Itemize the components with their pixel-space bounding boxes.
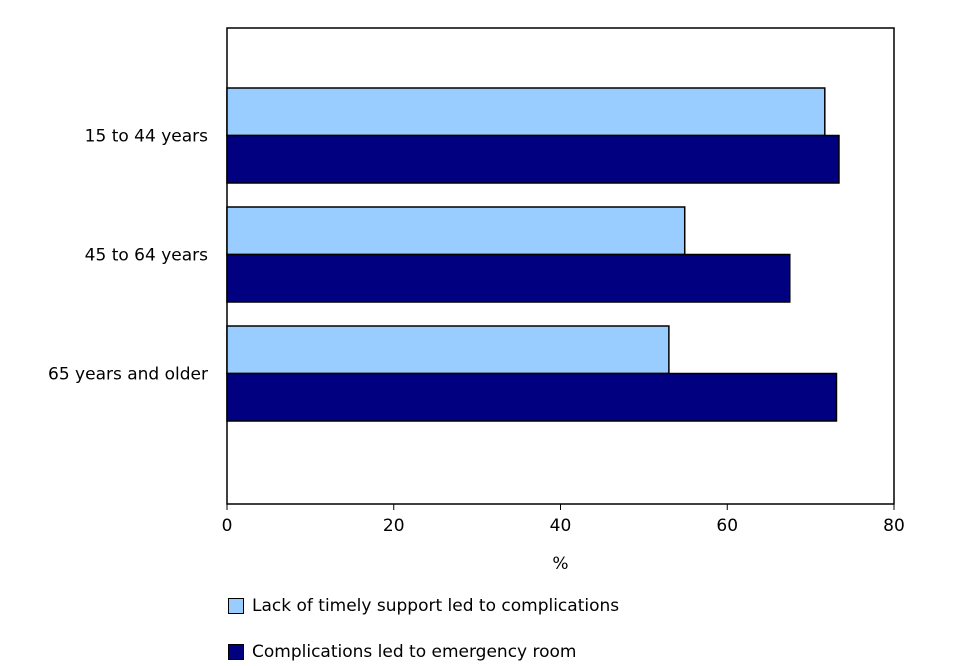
legend-label: Lack of timely support led to complicati… [252,596,620,616]
bar-emergency-room [226,253,791,303]
bar-emergency-room [226,372,838,422]
x-tick-label: 80 [883,516,905,536]
x-tick-label: 20 [383,516,405,536]
legend-label: Complications led to emergency room [252,642,577,662]
bar-lack-of-timely-support [226,206,686,256]
legend-swatch [228,598,244,614]
x-tick-label: 40 [550,516,572,536]
category-label: 65 years and older [48,365,208,385]
legend-swatch [228,644,244,660]
category-label: 15 to 44 years [85,127,208,147]
bar-emergency-room [226,134,840,184]
x-tick-label: 0 [222,516,233,536]
category-label: 45 to 64 years [85,246,208,266]
bar-lack-of-timely-support [226,325,670,375]
x-axis-label: % [552,554,568,574]
bar-lack-of-timely-support [226,87,826,137]
legend-item-lack-of-timely-support: Lack of timely support led to complicati… [228,596,619,616]
x-tick-label: 60 [716,516,738,536]
legend-item-emergency-room: Complications led to emergency room [228,642,577,662]
